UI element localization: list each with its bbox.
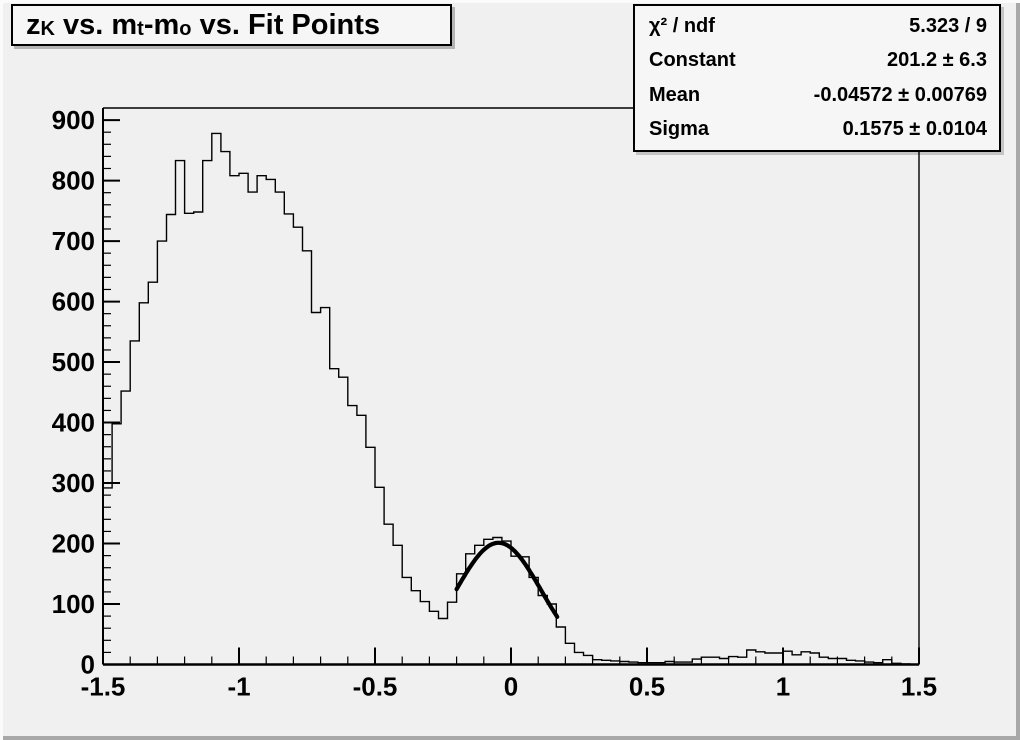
x-tick-label: 0 [504,672,518,702]
y-tick-label: 600 [52,287,95,317]
stats-value: 201.2 ± 6.3 [887,49,987,72]
title-part: z [26,8,41,41]
y-tick-label: 700 [52,226,95,256]
y-tick-label: 900 [52,105,95,135]
x-tick-label: -1 [227,672,250,702]
title-part-sub: o [179,18,192,40]
x-tick-label: 1 [776,672,790,702]
title-part-sub: t [137,18,144,40]
y-tick-label: 500 [52,347,95,377]
x-tick-label: -1.5 [81,672,126,702]
stats-row: Mean -0.04572 ± 0.00769 [635,84,999,107]
y-tick-label: 0 [81,650,95,680]
stats-value: 0.1575 ± 0.0104 [842,118,987,141]
fit-curve [454,540,560,619]
stats-label: χ² / ndf [649,14,715,37]
stats-row: χ² / ndf 5.323 / 9 [635,15,999,38]
histogram-line [103,132,919,666]
title-part: vs. m [54,8,138,41]
stats-label: Constant [649,49,736,72]
y-tick-label: 800 [52,166,95,196]
title-part-sub: K [40,18,55,40]
x-tick-label: -0.5 [353,672,398,702]
y-tick-label: 100 [52,589,95,619]
title-part: vs. Fit Points [191,8,381,41]
y-tick-label: 200 [52,529,95,559]
stats-label: Sigma [649,118,710,141]
title-part: -m [143,8,180,41]
stats-row: Sigma 0.1575 ± 0.0104 [635,118,999,141]
y-tick-label: 400 [52,408,95,438]
x-tick-label: 0.5 [629,672,665,702]
x-tick-label: 1.5 [901,672,937,702]
stats-value: -0.04572 ± 0.00769 [813,83,987,106]
stats-row: Constant 201.2 ± 6.3 [635,49,999,72]
stats-label: Mean [649,83,701,106]
stats-value: 5.323 / 9 [909,14,987,37]
stats-box: χ² / ndf 5.323 / 9 Constant 201.2 ± 6.3 … [633,4,1001,152]
y-tick-label: 300 [52,468,95,498]
